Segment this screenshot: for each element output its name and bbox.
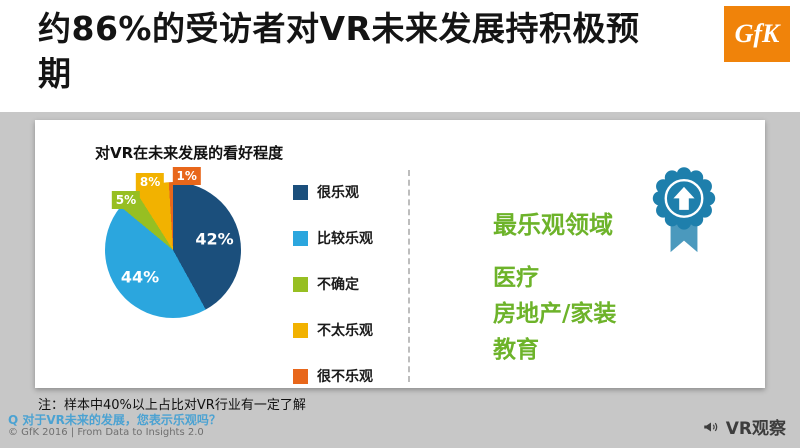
gfk-logo: GfK	[724, 6, 790, 62]
optimistic-area-item: 医疗	[493, 265, 539, 291]
legend-swatch	[293, 230, 308, 246]
legend-swatch	[293, 322, 308, 338]
wechat-watermark: VR观察	[702, 414, 786, 439]
pie-data-label: 8%	[135, 172, 165, 191]
legend-label: 不太乐观	[317, 323, 373, 339]
legend-swatch	[293, 368, 308, 384]
megaphone-icon	[702, 418, 720, 436]
watermark-question: Q 对于VR未来的发展，您表示乐观吗？	[8, 413, 221, 427]
pie-data-label: 1%	[172, 166, 201, 185]
legend-label: 很乐观	[317, 185, 359, 201]
gfk-logo-text: GfK	[734, 19, 780, 48]
legend-item: 很乐观	[293, 182, 373, 202]
footnote: 注：样本中40%以上占比对VR行业有一定了解	[38, 398, 306, 413]
pie-data-label: 44%	[120, 267, 160, 287]
rosette-up-arrow-icon	[645, 160, 723, 256]
pie-data-label: 42%	[195, 229, 234, 249]
legend-label: 比较乐观	[317, 231, 373, 247]
legend-item: 很不乐观	[293, 366, 373, 386]
legend-swatch	[293, 184, 308, 200]
optimistic-areas-panel: 最乐观领域 医疗房地产/家装 教育	[455, 160, 755, 380]
optimistic-area-item: 教育	[493, 337, 539, 363]
chart-legend: 很乐观比较乐观不确定不太乐观很不乐观	[293, 182, 373, 412]
panel-heading: 最乐观领域	[493, 211, 613, 239]
vertical-divider	[408, 170, 410, 382]
legend-item: 不太乐观	[293, 320, 373, 340]
content-card: 对VR在未来发展的看好程度 42% 44% 5% 8% 1% 很乐观比较乐观不确定不太乐…	[35, 120, 765, 388]
pie-data-label: 5%	[111, 191, 141, 210]
pie-chart: 42% 44% 5% 8% 1%	[105, 166, 241, 318]
areas-list: 医疗房地产/家装 教育	[493, 260, 616, 368]
header: 约86%的受访者对VR未来发展持积极预期 GfK	[0, 0, 800, 112]
chart-title: 对VR在未来发展的看好程度	[95, 144, 284, 162]
wechat-label: VR观察	[725, 419, 786, 439]
optimistic-area-item: 房地产/家装	[493, 301, 617, 327]
legend-item: 比较乐观	[293, 228, 373, 248]
slide-title: 约86%的受访者对VR未来发展持积极预期	[38, 9, 640, 93]
legend-item: 不确定	[293, 274, 373, 294]
legend-swatch	[293, 276, 308, 292]
copyright-watermark: © GfK 2016 | From Data to Insights 2.0	[8, 427, 204, 438]
legend-label: 很不乐观	[317, 369, 373, 385]
legend-label: 不确定	[317, 277, 359, 293]
